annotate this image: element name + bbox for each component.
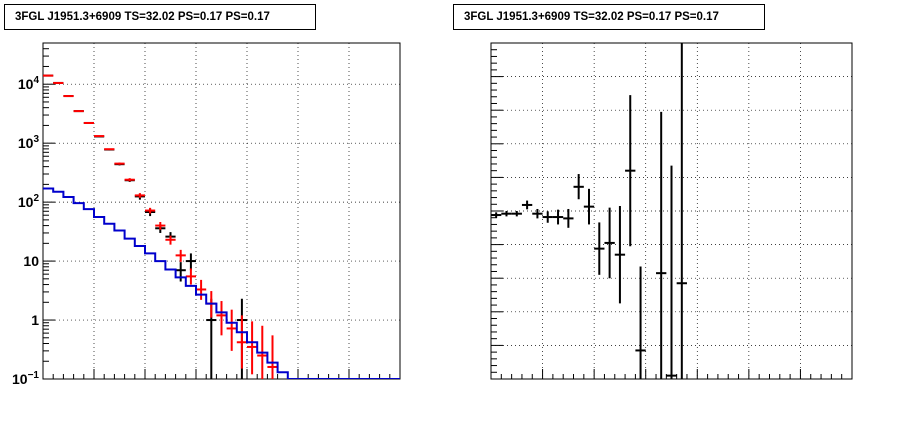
data-point	[521, 200, 533, 210]
data-point	[511, 211, 522, 217]
plot-area	[43, 74, 400, 379]
data-point	[532, 208, 543, 219]
data-point-red	[185, 268, 196, 285]
plot-area	[491, 43, 687, 379]
right-chart-title: 3FGL J1951.3+6909 TS=32.02 PS=0.17 PS=0.…	[453, 4, 765, 30]
data-point-red	[247, 321, 258, 375]
data-point	[501, 211, 512, 217]
data-point-red	[155, 222, 166, 230]
data-point	[491, 212, 502, 218]
data-point-red	[145, 207, 156, 214]
residuals-plot	[490, 42, 853, 380]
left-chart-title: 3FGL J1951.3+6909 TS=32.02 PS=0.17 PS=0.…	[4, 4, 316, 30]
data-point	[604, 207, 615, 279]
data-point-red	[267, 335, 278, 379]
y-tick-label: 10−1	[12, 370, 39, 387]
data-point-red	[196, 279, 207, 300]
data-point	[625, 95, 636, 247]
data-point	[563, 208, 574, 228]
data-point	[666, 165, 677, 379]
y-tick-label: 102	[18, 193, 40, 210]
data-point	[175, 262, 186, 282]
data-point	[542, 211, 553, 223]
model-step-line	[43, 187, 400, 379]
counts-plot: 10−1 1 10 102 103 104	[12, 42, 401, 387]
data-point	[552, 209, 564, 225]
data-point	[676, 43, 687, 379]
data-point	[583, 188, 595, 225]
data-point	[573, 174, 584, 200]
data-point-red	[216, 301, 227, 336]
data-point	[594, 222, 605, 275]
data-point-red	[236, 315, 247, 369]
data-point	[656, 111, 667, 379]
data-point	[614, 205, 626, 304]
data-point-red	[124, 178, 135, 182]
y-tick-label: 1	[31, 312, 39, 328]
y-tick-label: 10	[23, 253, 39, 269]
data-point-red	[114, 162, 125, 165]
data-point	[185, 253, 196, 271]
y-tick-label: 103	[18, 134, 40, 151]
data-point	[635, 266, 646, 379]
data-point-red	[165, 235, 176, 245]
data-point-red	[175, 249, 186, 262]
data-point-red	[134, 193, 145, 198]
data-point-red	[226, 309, 237, 351]
y-tick-label: 104	[18, 75, 40, 92]
